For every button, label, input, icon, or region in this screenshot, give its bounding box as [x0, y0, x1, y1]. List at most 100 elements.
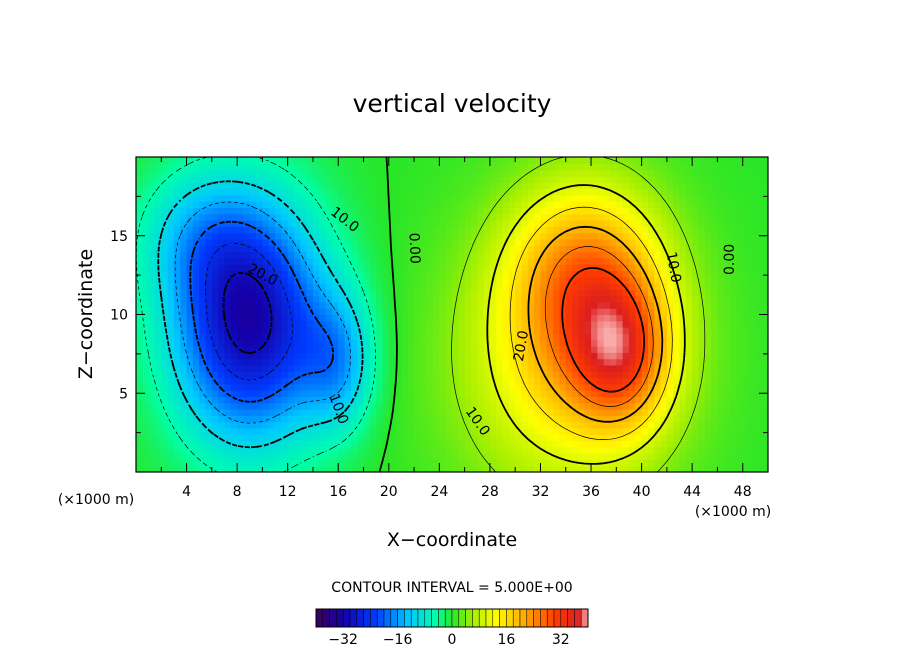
heatmap-cell — [382, 377, 390, 385]
heatmap-cell — [205, 289, 213, 297]
heatmap-cell — [660, 232, 668, 240]
heatmap-cell — [578, 308, 586, 316]
heatmap-cell — [173, 163, 181, 171]
heatmap-cell — [211, 257, 219, 265]
heatmap-cell — [306, 383, 314, 391]
heatmap-cell — [527, 251, 535, 259]
heatmap-cell — [154, 276, 162, 284]
heatmap-cell — [350, 264, 358, 271]
heatmap-cell — [628, 276, 636, 284]
heatmap-cell — [578, 295, 586, 303]
heatmap-cell — [597, 377, 605, 385]
heatmap-cell — [433, 346, 440, 353]
heatmap-cell — [344, 459, 352, 467]
heatmap-cell — [401, 434, 409, 442]
heatmap-cell — [414, 301, 421, 309]
heatmap-cell — [508, 301, 516, 309]
heatmap-cell — [230, 453, 238, 460]
heatmap-cell — [401, 289, 409, 297]
heatmap-cell — [628, 194, 636, 202]
heatmap-cell — [540, 434, 548, 442]
heatmap-cell — [300, 182, 308, 190]
heatmap-cell — [433, 446, 440, 454]
heatmap-cell — [199, 226, 207, 234]
heatmap-cell — [237, 434, 245, 442]
heatmap-cell — [730, 295, 737, 303]
heatmap-cell — [218, 270, 226, 278]
heatmap-cell — [477, 245, 485, 253]
heatmap-cell — [711, 245, 719, 253]
heatmap-cell — [281, 396, 289, 404]
heatmap-cell — [711, 453, 719, 460]
heatmap-cell — [464, 201, 472, 208]
heatmap-cell — [388, 188, 396, 196]
heatmap-cell — [180, 333, 188, 341]
heatmap-cell — [635, 434, 643, 442]
heatmap-cell — [426, 427, 434, 435]
heatmap-cell — [698, 169, 706, 177]
heatmap-cell — [452, 194, 459, 202]
heatmap-cell — [319, 188, 327, 196]
heatmap-cell — [224, 346, 232, 353]
heatmap-cell — [306, 440, 314, 448]
heatmap-cell — [452, 402, 459, 410]
heatmap-cell — [180, 421, 188, 429]
heatmap-cell — [673, 421, 681, 429]
heatmap-cell — [597, 364, 605, 372]
heatmap-cell — [685, 465, 693, 472]
heatmap-cell — [527, 320, 535, 328]
heatmap-cell — [363, 308, 371, 316]
heatmap-cell — [660, 314, 668, 322]
heatmap-cell — [445, 220, 453, 227]
heatmap-cell — [218, 308, 226, 316]
heatmap-cell — [578, 390, 586, 397]
heatmap-cell — [704, 169, 712, 177]
heatmap-cell — [338, 440, 346, 448]
heatmap-cell — [369, 402, 377, 410]
heatmap-cell — [717, 163, 725, 171]
heatmap-cell — [647, 201, 655, 208]
heatmap-cell — [730, 163, 737, 171]
heatmap-cell — [268, 283, 276, 290]
heatmap-cell — [749, 333, 756, 341]
heatmap-cell — [452, 320, 459, 328]
heatmap-cell — [287, 459, 295, 467]
heatmap-cell — [395, 434, 403, 442]
heatmap-cell — [704, 333, 712, 341]
heatmap-cell — [433, 453, 440, 460]
heatmap-cell — [591, 220, 598, 227]
heatmap-cell — [704, 270, 712, 278]
heatmap-cell — [591, 346, 598, 353]
heatmap-cell — [584, 163, 592, 171]
heatmap-cell — [635, 169, 643, 177]
heatmap-cell — [521, 289, 529, 297]
heatmap-cell — [610, 238, 617, 246]
heatmap-cell — [496, 226, 504, 234]
heatmap-cell — [388, 169, 396, 177]
heatmap-cell — [388, 226, 396, 234]
heatmap-cell — [647, 276, 655, 284]
heatmap-cell — [401, 201, 409, 208]
heatmap-cell — [736, 333, 744, 341]
heatmap-cell — [489, 232, 497, 240]
heatmap-cell — [294, 201, 301, 208]
heatmap-cell — [527, 327, 535, 334]
heatmap-cell — [180, 327, 188, 334]
heatmap-cell — [249, 283, 257, 290]
heatmap-cell — [572, 207, 579, 215]
heatmap-cell — [584, 320, 592, 328]
heatmap-cell — [136, 257, 143, 265]
heatmap-cell — [445, 257, 453, 265]
heatmap-cell — [477, 251, 485, 259]
heatmap-cell — [704, 358, 712, 366]
heatmap-cell — [730, 220, 737, 227]
heatmap-cell — [148, 220, 156, 227]
heatmap-cell — [704, 434, 712, 442]
heatmap-cell — [717, 371, 725, 379]
heatmap-cell — [325, 402, 333, 410]
heatmap-cell — [186, 308, 194, 316]
heatmap-cell — [489, 295, 497, 303]
heatmap-cell — [470, 320, 478, 328]
heatmap-cell — [597, 169, 605, 177]
heatmap-cell — [515, 301, 523, 309]
